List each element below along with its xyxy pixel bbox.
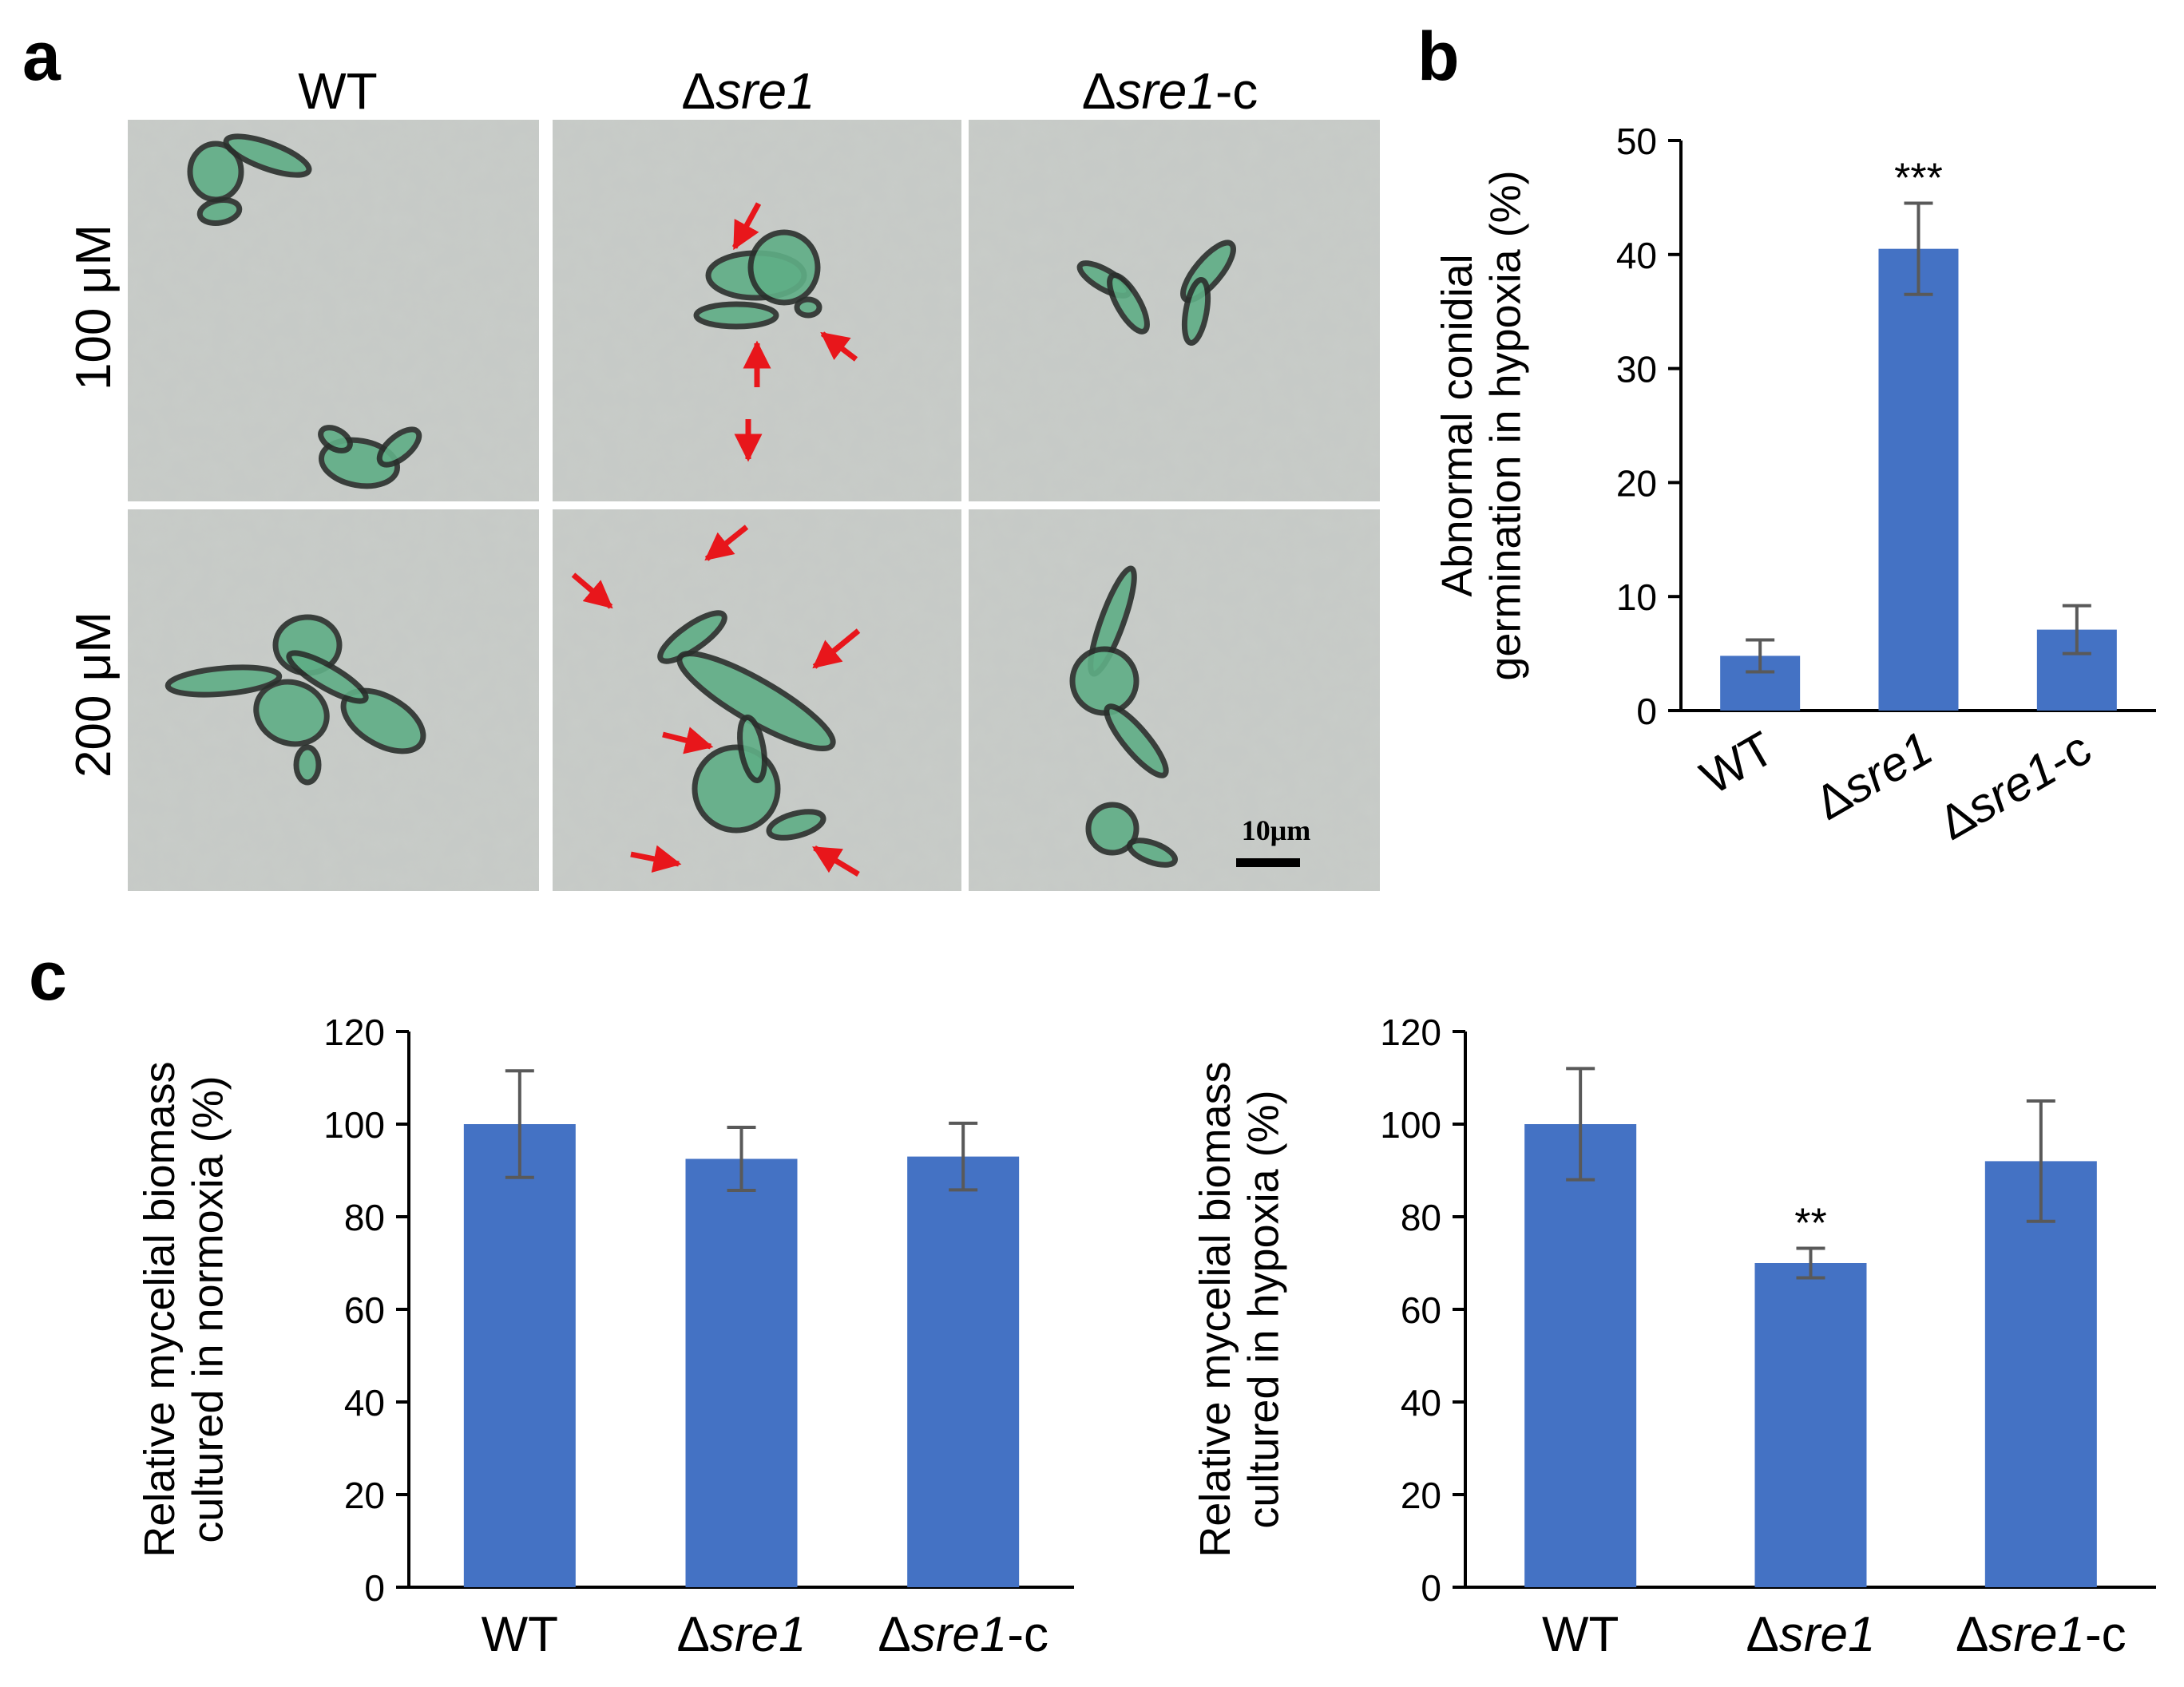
conidium-cell [164, 664, 283, 698]
y-axis-label: Abnormal conidialgermination in hypoxia … [1433, 170, 1529, 680]
conidium-cell [737, 715, 767, 783]
y-tick-label: 60 [1401, 1289, 1441, 1331]
conidium-cell [1127, 838, 1178, 868]
conidium-cell [223, 133, 312, 178]
y-axis-label: Relative mycelial biomasscultured in hyp… [1191, 1061, 1287, 1557]
y-tick-label: 50 [1616, 121, 1657, 162]
x-tick-label: WT [1542, 1607, 1619, 1662]
red-arrow [812, 628, 861, 669]
conidium-cell [766, 809, 826, 841]
panel-letter-c: c [29, 938, 67, 1015]
conidium-cell [253, 679, 330, 747]
conidium-cell [1107, 272, 1150, 335]
chart-c-hypoxia: 0 20 40 60 80 100 120 Relative mycelial biomass… [1191, 1012, 2156, 1662]
x-tick-label: WT [1691, 721, 1782, 805]
bar [1524, 1124, 1637, 1587]
significance-marker: *** [1894, 156, 1943, 202]
chart-b: 0 10 20 30 40 50 Abnormal conidialgermination … [1433, 121, 2156, 850]
micrograph-tile [128, 509, 539, 891]
micrograph-tile [128, 120, 539, 501]
conidium-cell [1085, 802, 1140, 856]
y-tick-label: 60 [344, 1289, 385, 1331]
conidium-cell [376, 426, 422, 468]
red-arrow [704, 525, 749, 561]
micrograph-tile [969, 509, 1380, 891]
y-tick-label: 80 [344, 1197, 385, 1238]
scale-bar [1236, 858, 1300, 867]
panel-letter-a: a [22, 18, 61, 95]
y-tick-label: 30 [1616, 349, 1657, 390]
y-tick-label: 100 [323, 1104, 385, 1146]
y-tick-label: 20 [1616, 462, 1657, 504]
x-tick-label: Δsre1 [1746, 1607, 1875, 1662]
panel-letter-b: b [1417, 18, 1460, 95]
bar [463, 1124, 576, 1587]
y-tick-label: 40 [1401, 1382, 1441, 1424]
micrograph-tile [553, 120, 961, 501]
y-tick-label: 0 [364, 1567, 385, 1609]
conidium-cell [1181, 277, 1211, 346]
x-tick-label: WT [482, 1607, 558, 1662]
bar [907, 1156, 1020, 1587]
micrograph-texture [128, 509, 539, 891]
micrograph-texture [969, 120, 1380, 501]
micrograph-tile [969, 120, 1380, 501]
conidium-cell [794, 296, 822, 319]
x-tick-label: Δsre1 [676, 1607, 806, 1662]
conidium-cell [693, 301, 779, 330]
y-tick-label: 40 [1616, 235, 1657, 276]
scale-bar-label: 10μm [1242, 814, 1310, 846]
red-arrow [811, 845, 860, 877]
micro-row-label-200: 200 μM [66, 612, 121, 778]
conidium-cell [196, 197, 243, 226]
bar [1878, 248, 1959, 711]
bar [685, 1158, 798, 1587]
red-arrow [820, 331, 858, 362]
x-tick-label: Δsre1-c [1930, 721, 2100, 849]
y-tick-label: 20 [344, 1475, 385, 1516]
x-tick-label: Δsre1-c [878, 1607, 1048, 1662]
micro-col-header-dsre1-c: Δsre1-c [1082, 62, 1258, 120]
y-tick-label: 120 [323, 1012, 385, 1053]
y-tick-label: 80 [1401, 1197, 1441, 1238]
conidium-cell [747, 229, 821, 306]
y-tick-label: 0 [1421, 1567, 1441, 1609]
micrograph-grid: 10μm [128, 120, 1380, 891]
red-arrow [731, 202, 762, 251]
conidium-cell [286, 650, 369, 704]
y-tick-label: 10 [1616, 576, 1657, 618]
y-axis-label: Relative mycelial biomasscultured in nor… [136, 1061, 232, 1557]
conidium-cell [1104, 703, 1169, 778]
micrograph-texture [969, 509, 1380, 891]
red-arrow [630, 845, 682, 873]
micro-col-header-wt: WT [298, 62, 378, 120]
y-tick-label: 120 [1380, 1012, 1441, 1053]
bar [1754, 1263, 1867, 1587]
chart-c-normoxia: 0 20 40 60 80 100 120 Relative mycelial biomass… [136, 1012, 1074, 1662]
micro-row-label-100: 100 μM [66, 224, 121, 390]
micro-col-header-dsre1: Δsre1 [681, 62, 815, 120]
conidium-cell [293, 744, 322, 786]
conidium-cell [657, 610, 727, 664]
bar [1984, 1161, 2097, 1587]
conidium-cell [1069, 646, 1140, 716]
significance-marker: ** [1794, 1200, 1826, 1246]
x-tick-label: Δsre1-c [1956, 1607, 2127, 1662]
red-arrow [662, 727, 714, 754]
y-tick-label: 20 [1401, 1475, 1441, 1516]
conidium-cell [318, 425, 353, 453]
y-tick-label: 100 [1380, 1104, 1441, 1146]
y-tick-label: 0 [1636, 691, 1657, 732]
micrograph-tile [553, 509, 961, 891]
red-arrow [571, 572, 613, 609]
y-tick-label: 40 [344, 1382, 385, 1424]
x-tick-label: Δsre1 [1806, 721, 1941, 830]
